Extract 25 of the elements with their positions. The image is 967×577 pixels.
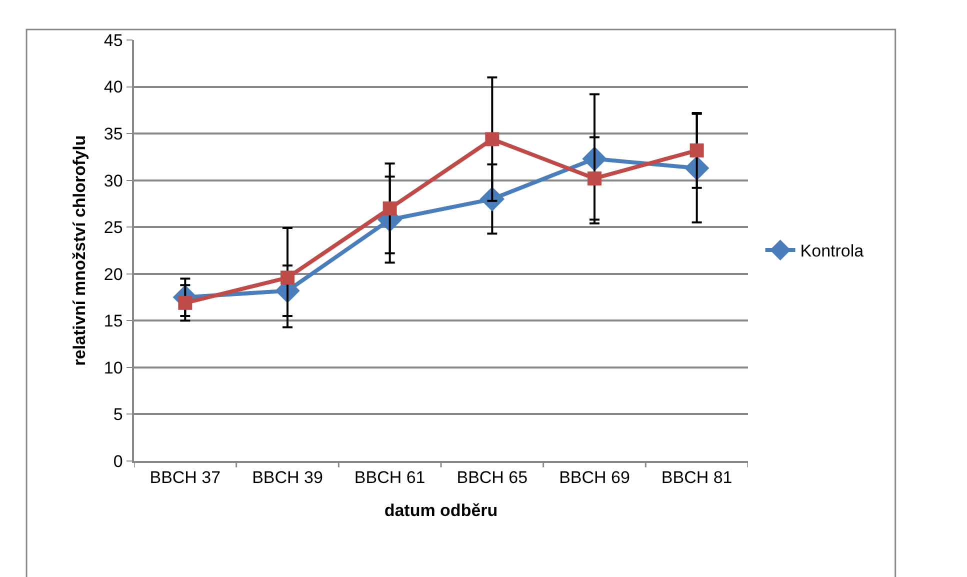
x-axis-title: datum odběru <box>384 501 498 520</box>
y-tick-label: 45 <box>104 30 123 50</box>
x-tick-label: BBCH 39 <box>252 468 323 488</box>
y-tick-label: 0 <box>113 452 123 471</box>
x-tick-label: BBCH 65 <box>456 468 528 488</box>
point <box>178 296 192 310</box>
legend-label: Kontrola <box>800 242 864 261</box>
x-tick-label: BBCH 69 <box>559 468 630 488</box>
y-tick-label: 30 <box>104 171 123 190</box>
point <box>280 270 294 285</box>
y-tick-label: 35 <box>104 124 123 144</box>
x-tick-label: BBCH 37 <box>150 468 221 488</box>
y-tick-label: 5 <box>113 405 123 424</box>
point <box>588 171 602 186</box>
y-axis-title: relativní množství chlorofylu <box>70 135 89 366</box>
x-tick-label: BBCH 81 <box>661 468 732 488</box>
x-tick-label: BBCH 61 <box>354 468 426 488</box>
y-tick-label: 20 <box>104 264 123 284</box>
point <box>382 201 397 216</box>
point <box>690 143 704 158</box>
y-tick-label: 25 <box>104 218 123 238</box>
point <box>485 132 500 146</box>
y-tick-label: 40 <box>104 78 123 97</box>
y-tick-label: 10 <box>104 358 123 378</box>
y-tick-label: 15 <box>104 312 123 331</box>
